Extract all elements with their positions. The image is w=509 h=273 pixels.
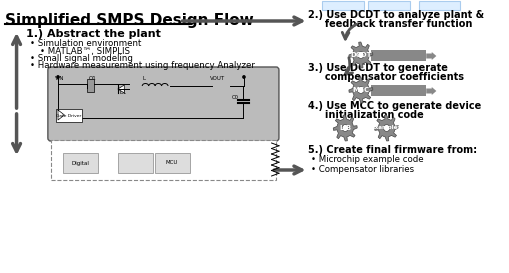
Polygon shape	[332, 115, 356, 141]
Text: initialization code: initialization code	[308, 110, 423, 120]
Text: 5.) Create final firmware from:: 5.) Create final firmware from:	[308, 145, 476, 155]
Text: • MATLAB™, SIMPLIS: • MATLAB™, SIMPLIS	[40, 47, 129, 56]
Text: C0: C0	[232, 95, 239, 100]
FancyBboxPatch shape	[48, 67, 278, 141]
Text: D1: D1	[120, 90, 127, 95]
Text: 3.) Use DCDT to generate: 3.) Use DCDT to generate	[308, 63, 447, 73]
Circle shape	[242, 76, 245, 78]
Polygon shape	[118, 85, 124, 93]
Text: 2.) Use DCDT to analyze plant &: 2.) Use DCDT to analyze plant &	[308, 10, 484, 20]
Bar	[50, 140, 276, 180]
Text: MCU: MCU	[165, 161, 178, 165]
FancyArrow shape	[426, 52, 436, 60]
Text: compensator coefficients: compensator coefficients	[308, 72, 464, 82]
Polygon shape	[374, 115, 398, 141]
Polygon shape	[357, 52, 363, 58]
Polygon shape	[348, 77, 372, 103]
Bar	[63, 153, 97, 173]
Polygon shape	[348, 42, 372, 68]
Text: Gate Driver: Gate Driver	[56, 114, 81, 118]
Bar	[56, 109, 82, 122]
Text: DCDT: DCDT	[349, 52, 371, 58]
Polygon shape	[357, 87, 363, 93]
FancyBboxPatch shape	[322, 1, 363, 10]
Circle shape	[57, 76, 59, 78]
Polygon shape	[383, 124, 389, 131]
Text: LIB: LIB	[338, 125, 351, 131]
Text: MCC: MCC	[352, 87, 369, 93]
Bar	[118, 153, 153, 173]
Text: VOUT: VOUT	[210, 76, 224, 81]
Bar	[87, 79, 94, 92]
Text: • Microchip example code: • Microchip example code	[310, 155, 423, 164]
Text: 1.) Abstract the plant: 1.) Abstract the plant	[26, 29, 160, 39]
FancyArrow shape	[426, 87, 436, 95]
FancyBboxPatch shape	[367, 1, 409, 10]
Text: Simplified SMPS Design Flow: Simplified SMPS Design Flow	[5, 13, 253, 28]
Bar	[370, 85, 426, 96]
Text: VIN: VIN	[55, 76, 65, 81]
Text: feedback transfer function: feedback transfer function	[308, 19, 472, 29]
Bar	[154, 153, 189, 173]
Text: • Simulation environment: • Simulation environment	[31, 39, 142, 48]
FancyBboxPatch shape	[418, 1, 460, 10]
Text: L: L	[143, 76, 146, 81]
Text: Q1: Q1	[88, 76, 96, 81]
Text: Digital: Digital	[71, 161, 89, 165]
Text: • Small signal modeling: • Small signal modeling	[31, 54, 133, 63]
Bar	[370, 50, 426, 61]
Text: Examples: Examples	[371, 126, 401, 130]
Text: • Hardware measurement using frequency Analyzer: • Hardware measurement using frequency A…	[31, 61, 254, 70]
Polygon shape	[342, 124, 348, 131]
Text: • Compensator libraries: • Compensator libraries	[310, 165, 413, 174]
Text: 4.) Use MCC to generate device: 4.) Use MCC to generate device	[308, 101, 480, 111]
